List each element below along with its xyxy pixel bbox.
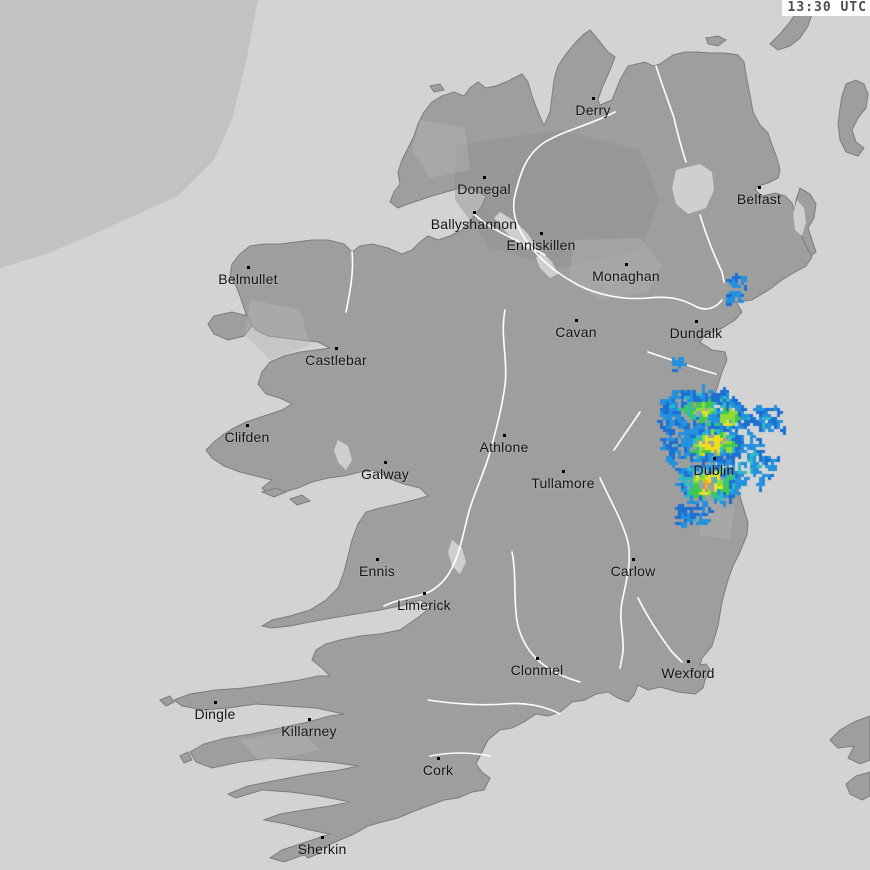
timestamp: 13:30 UTC — [781, 0, 870, 16]
